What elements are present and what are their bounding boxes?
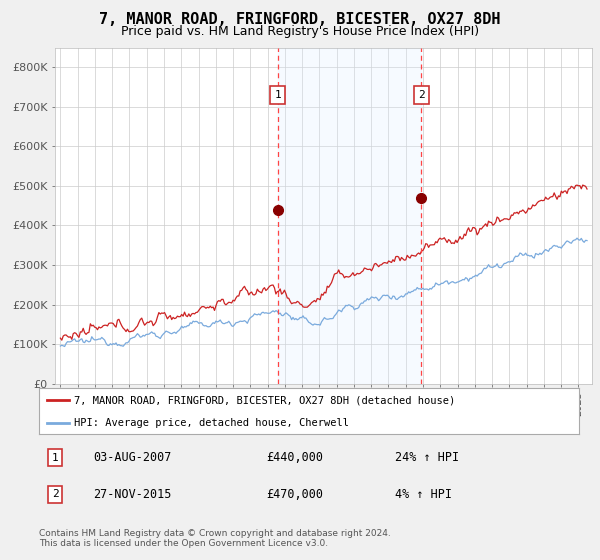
Text: £440,000: £440,000	[266, 451, 323, 464]
Text: 27-NOV-2015: 27-NOV-2015	[93, 488, 172, 501]
Bar	[278, 48, 421, 384]
Text: 2: 2	[418, 90, 425, 100]
Text: 7, MANOR ROAD, FRINGFORD, BICESTER, OX27 8DH (detached house): 7, MANOR ROAD, FRINGFORD, BICESTER, OX27…	[74, 395, 455, 405]
Text: £470,000: £470,000	[266, 488, 323, 501]
Text: 7, MANOR ROAD, FRINGFORD, BICESTER, OX27 8DH: 7, MANOR ROAD, FRINGFORD, BICESTER, OX27…	[99, 12, 501, 27]
Text: 1: 1	[274, 90, 281, 100]
Text: 24% ↑ HPI: 24% ↑ HPI	[395, 451, 460, 464]
Text: 1: 1	[52, 452, 59, 463]
Text: 4% ↑ HPI: 4% ↑ HPI	[395, 488, 452, 501]
Text: HPI: Average price, detached house, Cherwell: HPI: Average price, detached house, Cher…	[74, 418, 349, 428]
Text: Price paid vs. HM Land Registry's House Price Index (HPI): Price paid vs. HM Land Registry's House …	[121, 25, 479, 38]
Text: 03-AUG-2007: 03-AUG-2007	[93, 451, 172, 464]
Text: Contains HM Land Registry data © Crown copyright and database right 2024.
This d: Contains HM Land Registry data © Crown c…	[39, 529, 391, 548]
Text: 2: 2	[52, 489, 59, 500]
